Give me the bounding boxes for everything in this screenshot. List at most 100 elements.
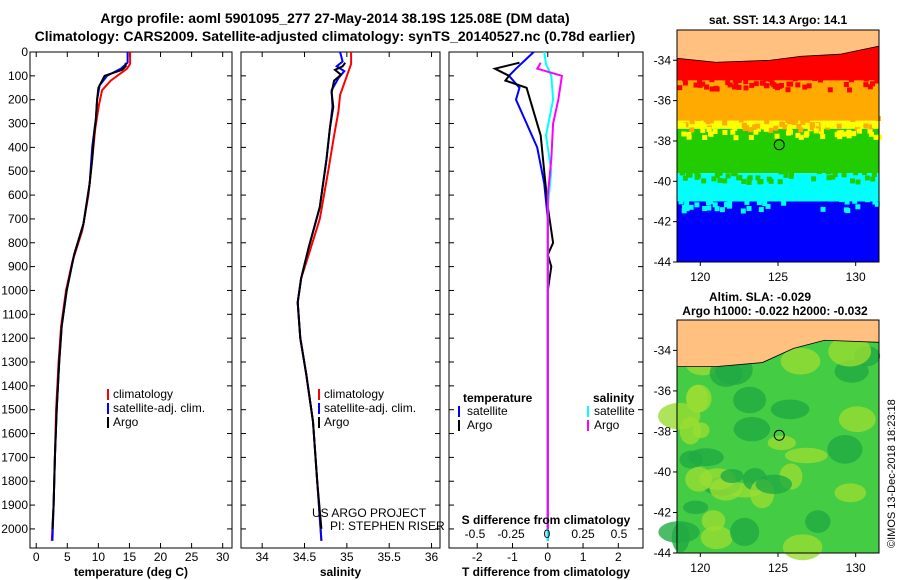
sst-pixel <box>839 197 845 203</box>
x-tick-label-temperature: 15 <box>123 550 137 564</box>
float-position-marker <box>773 139 785 151</box>
sst-pixel <box>686 134 692 140</box>
sst-pixel <box>723 168 729 174</box>
map-y-tick-label: -38 <box>654 134 672 148</box>
plot-frame-difference <box>448 51 644 549</box>
secondary-tick-label: 0 <box>544 527 551 541</box>
sst-pixel <box>863 82 869 88</box>
sst-pixel <box>708 118 714 124</box>
sst-pixel <box>774 133 780 139</box>
sst-pixel <box>855 122 861 128</box>
sst-pixel <box>825 169 831 175</box>
sst-pixel <box>853 166 859 172</box>
series-line-difference <box>535 62 564 529</box>
x-tick-label-salinity: 35.5 <box>378 550 402 564</box>
x-tick-label-temperature: 30 <box>216 550 230 564</box>
sst-pixel <box>823 115 829 121</box>
sst-pixel <box>705 200 711 206</box>
sst-pixel <box>832 172 838 178</box>
sst-pixel <box>700 166 706 172</box>
sst-pixel <box>738 117 744 123</box>
x-tick-label-temperature: 25 <box>185 550 199 564</box>
sst-pixel <box>791 123 797 129</box>
sst-pixel <box>818 128 824 134</box>
map-x-tick-label: 120 <box>690 561 710 575</box>
sst-pixel <box>872 74 878 80</box>
sst-pixel <box>702 134 708 140</box>
map-y-tick-label: -42 <box>654 215 672 229</box>
sst-pixel <box>844 199 850 205</box>
sst-pixel <box>867 128 873 134</box>
sst-pixel <box>762 124 768 130</box>
legend-label-salinity: satellite-adj. clim. <box>324 401 416 415</box>
sst-pixel <box>732 77 738 83</box>
sst-pixel <box>732 125 738 131</box>
sst-pixel <box>877 134 883 140</box>
sst-pixel <box>725 173 731 179</box>
sst-pixel <box>705 119 711 125</box>
sst-pixel <box>682 80 688 86</box>
sst-pixel <box>681 204 687 210</box>
project-annotation: US ARGO PROJECT <box>312 506 427 520</box>
map-y-tick-label: -44 <box>654 546 672 560</box>
legend-label-salinity: climatology <box>324 387 384 401</box>
sst-pixel <box>714 172 720 178</box>
sst-pixel <box>731 84 737 90</box>
x-tick-label-salinity: 35 <box>340 550 354 564</box>
map-x-tick-label: 125 <box>768 561 788 575</box>
sla-blob <box>770 399 810 420</box>
sst-pixel <box>763 83 769 89</box>
sst-pixel <box>682 175 688 181</box>
sla-blob <box>784 447 828 464</box>
secondary-tick-label: 0.25 <box>571 527 595 541</box>
sst-pixel <box>855 179 861 185</box>
sst-map-title: sat. SST: 14.3 Argo: 14.1 <box>709 13 848 27</box>
sst-pixel <box>855 204 861 210</box>
y-tick-label: 600 <box>8 188 28 202</box>
x-tick-label-temperature: 5 <box>64 550 71 564</box>
sst-pixel <box>704 84 710 90</box>
sst-pixel <box>708 131 714 137</box>
sst-pixel <box>768 127 774 133</box>
sst-pixel <box>850 178 856 184</box>
sst-pixel <box>846 133 852 139</box>
sst-pixel <box>782 124 788 130</box>
sst-pixel <box>714 167 720 173</box>
sst-pixel <box>795 132 801 138</box>
sst-pixel <box>851 131 857 137</box>
float-position-marker <box>773 429 785 441</box>
sst-pixel <box>743 85 749 91</box>
sst-pixel <box>694 202 700 208</box>
pi-annotation: PI: STEPHEN RISER <box>330 519 445 533</box>
sla-blob <box>720 469 744 484</box>
sst-pixel <box>873 134 879 140</box>
sst-pixel <box>736 175 742 181</box>
y-tick-label: 800 <box>8 236 28 250</box>
x-tick-label-temperature: 10 <box>92 550 106 564</box>
sst-pixel <box>793 118 799 124</box>
sst-pixel <box>800 119 806 125</box>
series-line-temperature <box>50 52 132 541</box>
y-tick-label: 100 <box>8 69 28 83</box>
sla-blob <box>755 474 793 494</box>
legend-label-temperature: climatology <box>113 387 173 401</box>
sst-pixel <box>722 178 728 184</box>
sst-pixel <box>757 179 763 185</box>
sst-pixel <box>850 195 856 201</box>
sst-pixel <box>752 124 758 130</box>
sst-pixel <box>722 120 728 126</box>
legend-title-salinity: salinity <box>593 391 635 405</box>
sst-pixel <box>746 179 752 185</box>
sla-blob <box>685 466 713 492</box>
sst-pixel <box>746 177 752 183</box>
map-x-tick-label: 125 <box>768 270 788 284</box>
series-line-temperature <box>51 52 129 541</box>
plot-frame-temperature <box>29 51 233 549</box>
sla-blob <box>733 386 767 414</box>
y-tick-label: 1400 <box>1 379 28 393</box>
sst-pixel <box>711 176 717 182</box>
sst-pixel <box>701 178 707 184</box>
sst-pixel <box>740 208 746 214</box>
series-line-temperature <box>51 62 127 529</box>
sst-pixel <box>689 127 695 133</box>
